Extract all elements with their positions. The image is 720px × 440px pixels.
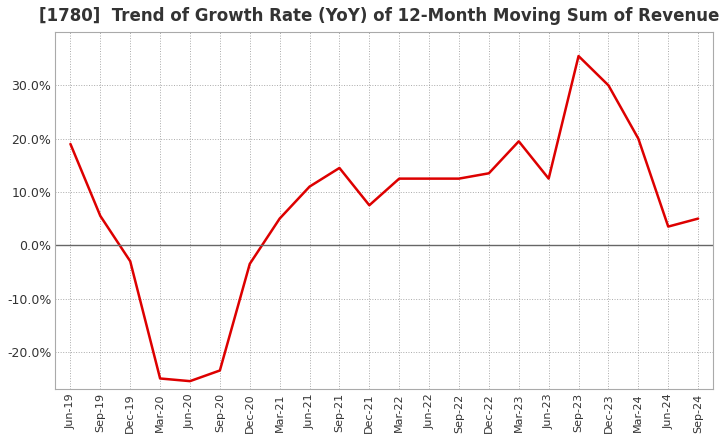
Title: [1780]  Trend of Growth Rate (YoY) of 12-Month Moving Sum of Revenues: [1780] Trend of Growth Rate (YoY) of 12-…: [39, 7, 720, 25]
